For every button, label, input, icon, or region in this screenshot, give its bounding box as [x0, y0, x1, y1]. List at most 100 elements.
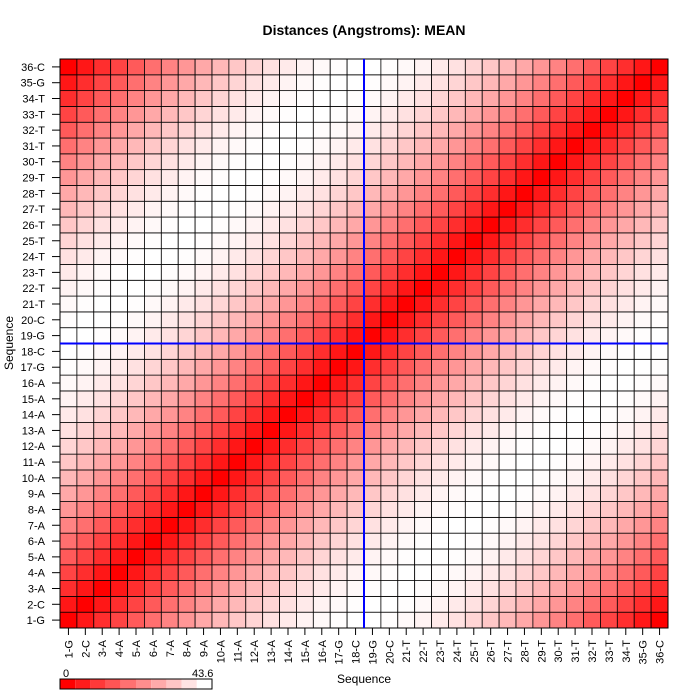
heatmap-cell-18-C-6-A — [346, 532, 365, 550]
heatmap-cell-29-T-6-A — [532, 532, 551, 550]
heatmap-cell-31-T-9-A — [566, 485, 584, 502]
heatmap-cell-24-T-5-A — [448, 548, 466, 566]
heatmap-cell-16-A-21-T — [312, 295, 331, 313]
heatmap-cell-31-T-14-A — [566, 406, 584, 423]
heatmap-cell-24-T-33-T — [448, 106, 466, 123]
heatmap-cell-1-G-11-A — [59, 453, 78, 471]
heatmap-cell-24-T-12-A — [448, 437, 466, 455]
heatmap-cell-5-A-26-T — [127, 216, 145, 234]
heatmap-cell-29-T-33-T — [532, 106, 551, 123]
heatmap-cell-25-T-32-T — [464, 121, 483, 139]
heatmap-cell-26-T-1-G — [481, 611, 500, 629]
heatmap-cell-6-A-15-A — [144, 390, 162, 408]
heatmap-cell-25-T-10-A — [464, 469, 483, 487]
heatmap-cell-10-A-19-G — [211, 327, 230, 344]
heatmap-cell-12-A-34-T — [245, 90, 264, 107]
heatmap-cell-18-C-24-T — [346, 248, 365, 265]
heatmap-cell-25-T-30-T — [464, 153, 483, 171]
heatmap-cell-30-T-26-T — [549, 216, 568, 234]
heatmap-cell-23-T-16-A — [431, 374, 449, 392]
heatmap-cell-17-G-26-T — [329, 216, 348, 234]
heatmap-cell-9-A-16-A — [194, 374, 213, 392]
heatmap-cell-34-T-25-T — [616, 232, 635, 250]
heatmap-cell-35-G-32-T — [633, 121, 652, 139]
heatmap-cell-2-C-25-T — [76, 232, 95, 250]
heatmap-cell-11-A-22-T — [228, 279, 247, 297]
heatmap-cell-9-A-18-C — [194, 343, 213, 360]
heatmap-cell-33-T-29-T — [600, 169, 618, 186]
heatmap-cell-26-T-36-C — [481, 58, 500, 76]
heatmap-cell-35-G-11-A — [633, 453, 652, 471]
heatmap-cell-11-A-1-G — [228, 611, 247, 629]
heatmap-cell-10-A-14-A — [211, 406, 230, 423]
heatmap-cell-23-T-13-A — [431, 422, 449, 439]
heatmap-cell-17-G-19-G — [329, 327, 348, 344]
heatmap-cell-19-G-29-T — [363, 169, 382, 186]
heatmap-cell-28-T-21-T — [515, 295, 534, 313]
heatmap-cell-15-A-31-T — [296, 137, 314, 155]
heatmap-cell-3-A-34-T — [93, 90, 112, 107]
heatmap-cell-1-G-28-T — [59, 185, 78, 202]
heatmap-cell-14-A-26-T — [279, 216, 297, 234]
heatmap-cell-35-G-18-C — [633, 343, 652, 360]
heatmap-cell-33-T-21-T — [600, 295, 618, 313]
heatmap-cell-20-C-9-A — [380, 485, 399, 502]
heatmap-cell-22-T-13-A — [414, 422, 432, 439]
y-tick-label-27-T: 27-T — [22, 204, 45, 216]
heatmap-cell-18-C-20-C — [346, 311, 365, 329]
heatmap-cell-25-T-24-T — [464, 248, 483, 265]
heatmap-cell-8-A-31-T — [177, 137, 196, 155]
heatmap-cell-29-T-36-C — [532, 58, 551, 76]
heatmap-cell-34-T-36-C — [616, 58, 635, 76]
heatmap-cell-5-A-3-A — [127, 580, 145, 597]
heatmap-cell-21-T-17-G — [397, 358, 416, 376]
heatmap-cell-23-T-36-C — [431, 58, 449, 76]
heatmap-cell-28-T-6-A — [515, 532, 534, 550]
heatmap-cell-15-A-17-G — [296, 358, 314, 376]
heatmap-cell-33-T-4-A — [600, 564, 618, 581]
heatmap-cell-16-A-4-A — [312, 564, 331, 581]
heatmap-cell-8-A-9-A — [177, 485, 196, 502]
heatmap-cell-8-A-2-C — [177, 595, 196, 613]
heatmap-cell-33-T-25-T — [600, 232, 618, 250]
heatmap-cell-2-C-21-T — [76, 295, 95, 313]
heatmap-cell-31-T-25-T — [566, 232, 584, 250]
heatmap-cell-31-T-18-C — [566, 343, 584, 360]
heatmap-cell-36-C-10-A — [650, 469, 669, 487]
heatmap-cell-24-T-11-A — [448, 453, 466, 471]
heatmap-cell-21-T-20-C — [397, 311, 416, 329]
heatmap-cell-5-A-23-T — [127, 264, 145, 281]
heatmap-cell-30-T-20-C — [549, 311, 568, 329]
heatmap-cell-35-G-30-T — [633, 153, 652, 171]
heatmap-cell-31-T-16-A — [566, 374, 584, 392]
heatmap-cell-24-T-34-T — [448, 90, 466, 107]
heatmap-cell-26-T-29-T — [481, 169, 500, 186]
heatmap-cell-13-A-24-T — [262, 248, 280, 265]
heatmap-cell-1-G-36-C — [59, 58, 78, 76]
heatmap-cell-18-C-5-A — [346, 548, 365, 566]
heatmap-cell-9-A-2-C — [194, 595, 213, 613]
heatmap-cell-27-T-16-A — [498, 374, 517, 392]
heatmap-cell-11-A-20-C — [228, 311, 247, 329]
heatmap-cell-25-T-15-A — [464, 390, 483, 408]
heatmap-cell-19-G-25-T — [363, 232, 382, 250]
heatmap-cell-1-G-7-A — [59, 516, 78, 534]
heatmap-cell-30-T-17-G — [549, 358, 568, 376]
heatmap-cell-28-T-23-T — [515, 264, 534, 281]
heatmap-cell-3-A-26-T — [93, 216, 112, 234]
heatmap-cell-30-T-8-A — [549, 501, 568, 518]
heatmap-cell-30-T-2-C — [549, 595, 568, 613]
heatmap-cell-23-T-32-T — [431, 121, 449, 139]
heatmap-cell-27-T-18-C — [498, 343, 517, 360]
heatmap-cell-12-A-5-A — [245, 548, 264, 566]
heatmap-cell-13-A-25-T — [262, 232, 280, 250]
x-tick-label-28-T: 28-T — [519, 640, 531, 663]
heatmap-cell-20-C-27-T — [380, 200, 399, 218]
heatmap-cell-21-T-13-A — [397, 422, 416, 439]
heatmap-cell-28-T-8-A — [515, 501, 534, 518]
heatmap-cell-6-A-5-A — [144, 548, 162, 566]
y-tick-label-13-A: 13-A — [22, 425, 46, 437]
heatmap-cell-8-A-21-T — [177, 295, 196, 313]
heatmap-cell-22-T-32-T — [414, 121, 432, 139]
heatmap-cell-32-T-31-T — [583, 137, 601, 155]
